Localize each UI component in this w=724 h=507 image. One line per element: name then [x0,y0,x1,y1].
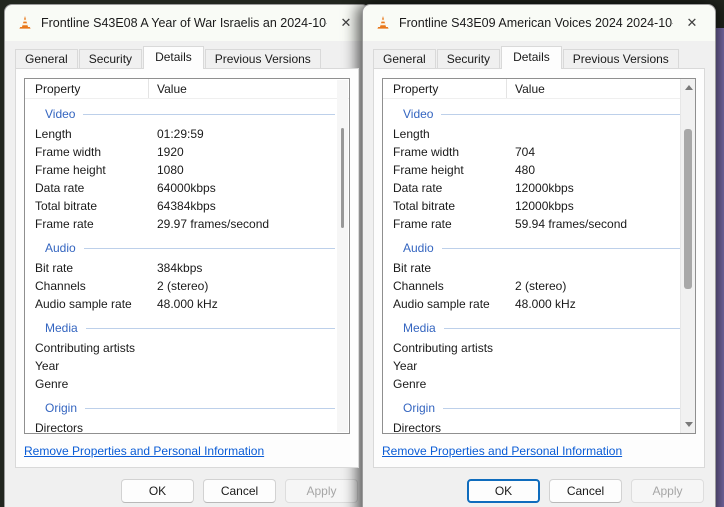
list-item[interactable]: Frame width 704 [393,145,536,159]
section-divider-line [441,114,681,115]
list-item[interactable]: Frame height 480 [393,163,536,177]
vlc-cone-icon [19,16,31,29]
window-title: Frontline S43E08 A Year of War Israelis … [41,16,327,30]
tab[interactable]: Security [78,49,143,68]
section-divider-line [443,328,681,329]
section-divider-line [443,408,681,409]
dialog-button[interactable]: Cancel [549,479,622,503]
list-item[interactable]: Total bitrate 64384kbps [35,199,216,213]
list-item[interactable]: Channels 2 (stereo) [393,279,567,293]
scrollbar-track[interactable] [680,79,695,433]
column-header-property: Property [25,79,149,98]
tab-strip: General Security Details Previous Versions [15,46,322,69]
list-item[interactable]: Year [393,359,418,373]
list-item[interactable]: Video [383,104,695,124]
window-title: Frontline S43E09 American Voices 2024 20… [399,16,673,30]
scrollbar-thumb[interactable] [341,128,344,228]
list-header: Property Value [383,79,695,99]
dialog-buttons: OK Cancel Apply [112,479,358,503]
section-divider-line [441,248,681,249]
list-item[interactable]: Genre [393,377,427,391]
properties-dialog-s43e09: Frontline S43E09 American Voices 2024 20… [362,4,716,507]
dialog-button[interactable]: OK [467,479,540,503]
list-header: Property Value [25,79,349,99]
column-header-value: Value [157,82,187,96]
list-item[interactable]: Channels 2 (stereo) [35,279,209,293]
tab[interactable]: Previous Versions [562,49,679,68]
dialog-button[interactable]: Apply [631,479,704,503]
list-item[interactable]: Origin [383,398,695,418]
tab-strip: General Security Details Previous Versions [373,46,680,69]
dialog-button[interactable]: Apply [285,479,358,503]
list-item[interactable]: Length [393,127,430,141]
titlebar[interactable]: Frontline S43E08 A Year of War Israelis … [5,5,369,41]
remove-properties-link[interactable]: Remove Properties and Personal Informati… [382,444,623,458]
properties-list[interactable]: Property Value Video Length Frame width [382,78,696,434]
dialog-button[interactable]: Cancel [203,479,276,503]
column-header-property: Property [383,79,507,98]
list-item[interactable]: Contributing artists [35,341,136,355]
details-tab-page: Property Value Video Length 01:29:59 Fra… [15,68,359,468]
list-item[interactable]: Media [25,318,349,338]
properties-list[interactable]: Property Value Video Length 01:29:59 Fra… [24,78,350,434]
scroll-down-icon[interactable] [681,417,695,432]
list-item[interactable]: Length 01:29:59 [35,127,204,141]
list-item[interactable]: Genre [35,377,69,391]
close-icon[interactable]: ✕ [686,15,698,30]
scrollbar-thumb[interactable] [684,129,692,289]
tab[interactable]: General [373,49,436,68]
titlebar[interactable]: Frontline S43E09 American Voices 2024 20… [363,5,715,41]
list-item[interactable]: Total bitrate 12000kbps [393,199,574,213]
list-item[interactable]: Frame height 1080 [35,163,184,177]
list-rows: Video Length 01:29:59 Frame width 1920 F… [25,104,349,434]
list-rows: Video Length Frame width 704 Frame heigh… [383,104,695,434]
vlc-cone-icon [377,16,389,29]
list-item[interactable]: Frame width 1920 [35,145,184,159]
background-window-purple [715,28,724,507]
list-item[interactable]: Audio [25,238,349,258]
close-icon[interactable]: ✕ [340,15,352,30]
list-item[interactable]: Video [25,104,349,124]
list-item[interactable]: Media [383,318,695,338]
list-item[interactable]: Bit rate [393,261,432,275]
column-header-value: Value [515,82,545,96]
list-item[interactable]: Year [35,359,60,373]
list-item[interactable]: Audio sample rate 48.000 kHz [393,297,576,311]
remove-properties-link[interactable]: Remove Properties and Personal Informati… [24,444,265,458]
list-item[interactable]: Contributing artists [393,341,494,355]
dialog-buttons: OK Cancel Apply [458,479,704,503]
list-item[interactable]: Data rate 64000kbps [35,181,216,195]
tab[interactable]: Details [143,46,204,69]
list-item[interactable]: Bit rate 384kbps [35,261,203,275]
list-item[interactable]: Directors [393,421,442,434]
list-item[interactable]: Frame rate 59.94 frames/second [393,217,628,231]
list-item[interactable]: Data rate 12000kbps [393,181,574,195]
scroll-up-icon[interactable] [681,80,695,95]
section-divider-line [85,408,335,409]
section-divider-line [83,248,335,249]
list-item[interactable]: Directors [35,421,84,434]
details-tab-page: Property Value Video Length Frame width [373,68,705,468]
list-item[interactable]: Frame rate 29.97 frames/second [35,217,270,231]
section-divider-line [83,114,335,115]
list-item[interactable]: Origin [25,398,349,418]
section-divider-line [85,328,335,329]
tab[interactable]: General [15,49,78,68]
tab[interactable]: Details [501,46,562,69]
scrollbar-track[interactable] [337,80,348,432]
properties-dialog-s43e08: Frontline S43E08 A Year of War Israelis … [4,4,370,507]
list-item[interactable]: Audio [383,238,695,258]
tab[interactable]: Previous Versions [204,49,321,68]
tab[interactable]: Security [436,49,501,68]
list-item[interactable]: Audio sample rate 48.000 kHz [35,297,218,311]
dialog-button[interactable]: OK [121,479,194,503]
